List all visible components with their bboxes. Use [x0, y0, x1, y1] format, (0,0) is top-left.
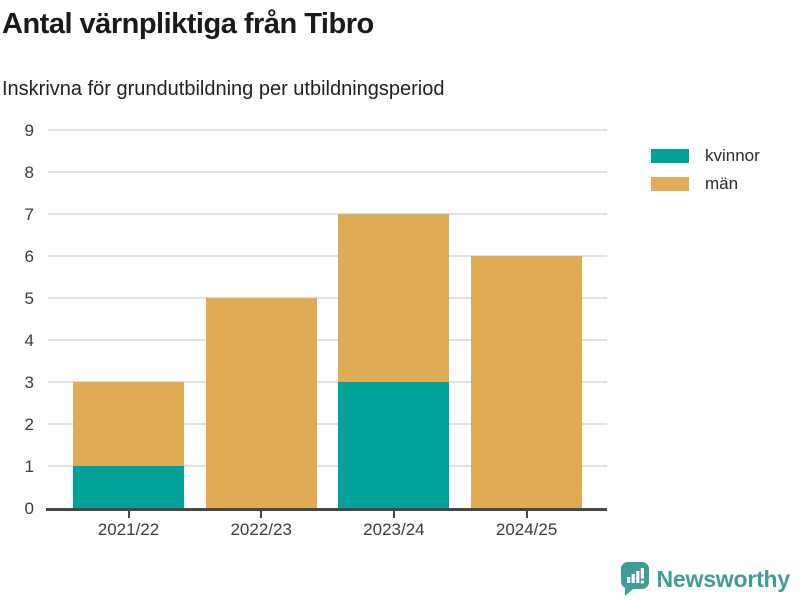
- legend-item-kvinnor: kvinnor: [651, 146, 760, 165]
- bar-chart-speech-bubble-icon: [620, 562, 649, 596]
- legend-label: kvinnor: [705, 146, 760, 165]
- bar-2021-22-kvinnor: [73, 466, 184, 508]
- bar-2022-23-män: [205, 298, 317, 508]
- gridline-y-1: [48, 465, 607, 467]
- x-axis-tick: [260, 511, 263, 518]
- gridline-y-9: [48, 129, 607, 131]
- x-axis-line: [46, 508, 607, 511]
- gridline-y-3: [48, 381, 607, 383]
- x-axis-tick-label: 2022/23: [230, 520, 292, 539]
- x-axis-tick-label: 2024/25: [495, 520, 558, 539]
- y-axis-tick-label: 8: [24, 163, 34, 182]
- newsworthy-logo: Newsworthy: [620, 562, 791, 596]
- y-axis-tick-label: 1: [24, 457, 34, 476]
- chart-subtitle: Inskrivna för grundutbildning per utbild…: [2, 78, 445, 100]
- y-axis-tick-label: 2: [24, 415, 34, 434]
- y-axis-tick-label: 0: [24, 499, 34, 518]
- x-axis-tick: [525, 511, 528, 518]
- x-axis-tick: [392, 511, 395, 518]
- y-axis-tick-label: 4: [24, 331, 34, 350]
- brand-name: Newsworthy: [656, 565, 791, 592]
- gridline-y-6: [48, 255, 607, 257]
- y-axis-tick-label: 5: [24, 289, 34, 308]
- bar-2023-24-män: [338, 214, 450, 382]
- y-axis-tick-label: 7: [24, 205, 34, 224]
- x-axis-tick-label: 2021/22: [97, 520, 160, 539]
- x-axis-tick-label: 2023/24: [363, 520, 425, 539]
- gridline-y-8: [48, 171, 607, 173]
- gridline-y-2: [48, 423, 607, 425]
- legend-label: män: [705, 174, 739, 193]
- legend: kvinnor män: [651, 146, 760, 205]
- y-axis-tick-label: 6: [24, 247, 34, 266]
- legend-item-man: män: [651, 174, 760, 193]
- legend-swatch-kvinnor: [651, 149, 689, 163]
- y-axis-tick-label: 3: [24, 373, 34, 392]
- bar-2024-25-män: [471, 256, 583, 508]
- bar-2021-22-män: [73, 382, 184, 466]
- gridline-y-4: [48, 339, 607, 341]
- gridline-y-7: [48, 213, 607, 215]
- chart-title: Antal värnpliktiga från Tibro: [2, 8, 374, 40]
- gridline-y-5: [48, 297, 607, 299]
- bar-2023-24-kvinnor: [338, 382, 450, 508]
- y-axis-tick-label: 9: [24, 121, 34, 140]
- legend-swatch-man: [651, 177, 689, 191]
- x-axis-tick: [127, 511, 130, 518]
